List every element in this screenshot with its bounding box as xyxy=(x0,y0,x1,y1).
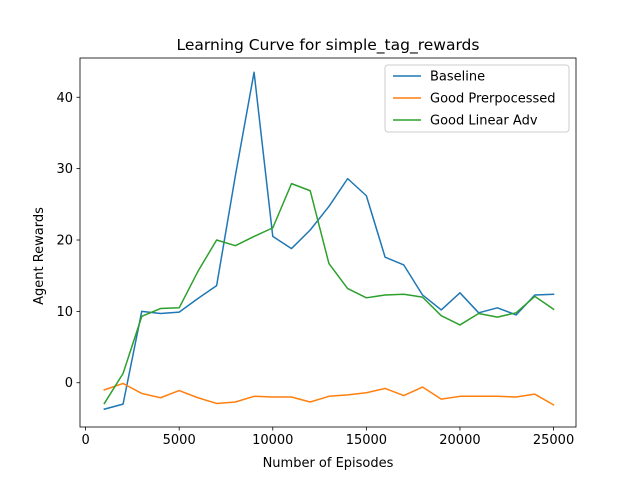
x-tick-label: 10000 xyxy=(252,433,293,448)
x-tick-label: 25000 xyxy=(533,433,574,448)
y-tick-label: 20 xyxy=(56,234,73,249)
y-axis-title: Agent Rewards xyxy=(32,207,47,305)
legend-label: Good Linear Adv xyxy=(430,114,538,129)
series-line-good-linear-adv xyxy=(103,182,555,405)
x-axis-title: Number of Episodes xyxy=(263,456,394,471)
legend-box xyxy=(384,64,570,133)
x-tick-label: 15000 xyxy=(346,433,387,448)
legend: Baseline Good Prerpocessed Good Linear Adv xyxy=(384,64,570,133)
x-tick-label: 5000 xyxy=(163,433,196,448)
x-tick-label: 20000 xyxy=(439,433,480,448)
axes-frame xyxy=(79,57,577,428)
y-tick-label: 30 xyxy=(56,162,73,177)
y-tick-label: 0 xyxy=(65,376,73,391)
legend-label: Baseline xyxy=(430,70,485,85)
x-tick-label: 0 xyxy=(81,433,89,448)
plot-area: 0 5000 10000 15000 20000 25000 0 10 20 30 40 xyxy=(56,57,577,448)
legend-label: Good Prerpocessed xyxy=(430,92,556,107)
chart-title: Learning Curve for simple_tag_rewards xyxy=(177,36,480,55)
y-tick-label: 10 xyxy=(56,305,73,320)
series-line-good-prerpocessed xyxy=(103,382,555,406)
y-tick-label: 40 xyxy=(56,91,73,106)
